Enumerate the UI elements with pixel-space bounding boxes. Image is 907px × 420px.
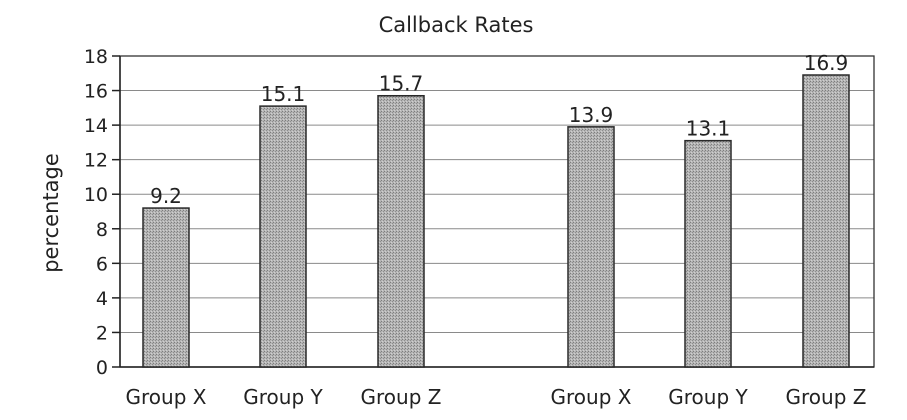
- x-category-label: Group Y: [243, 385, 323, 409]
- chart-title: Callback Rates: [379, 13, 534, 37]
- gridlines: [120, 90, 874, 333]
- bar: [684, 139, 732, 368]
- bar-value-label: 9.2: [150, 184, 182, 208]
- y-tick-label: 18: [84, 46, 108, 68]
- y-axis-label: percentage: [39, 153, 63, 273]
- bars: [142, 74, 850, 368]
- category-labels: Group X Group Y Group Z Group X Group Y Group…: [126, 385, 867, 409]
- x-category-label: Group Z: [361, 385, 442, 409]
- bar: [567, 126, 615, 368]
- bar-value-label: 15.1: [261, 82, 306, 106]
- plot-frame: [119, 55, 875, 368]
- bar: [142, 207, 190, 368]
- bar-value-label: 16.9: [804, 51, 849, 75]
- y-tick-label: 4: [96, 288, 108, 310]
- y-tick-label: 16: [84, 81, 108, 103]
- bar-value-label: 13.1: [686, 117, 731, 141]
- y-tick-label: 2: [96, 322, 108, 344]
- y-tick-label: 14: [84, 115, 108, 137]
- y-tick-label: 12: [84, 150, 108, 172]
- x-category-label: Group X: [551, 385, 632, 409]
- bar-value-label: 15.7: [379, 72, 424, 96]
- y-tick-label: 8: [96, 219, 108, 241]
- y-tick-label: 6: [96, 253, 108, 275]
- x-category-label: Group Z: [786, 385, 867, 409]
- y-tick-label: 10: [84, 184, 108, 206]
- y-tick-label: 0: [96, 357, 108, 379]
- bar: [377, 94, 425, 368]
- bar-value-label: 13.9: [569, 103, 614, 127]
- data-labels: 9.2 15.1 15.7 13.9 13.1 16.9: [150, 51, 848, 208]
- x-category-label: Group Y: [668, 385, 748, 409]
- bar: [259, 105, 307, 368]
- bar: [802, 74, 850, 368]
- x-category-label: Group X: [126, 385, 207, 409]
- y-axis: 0 2 4 6 8 10 12 14 16 18: [84, 46, 874, 379]
